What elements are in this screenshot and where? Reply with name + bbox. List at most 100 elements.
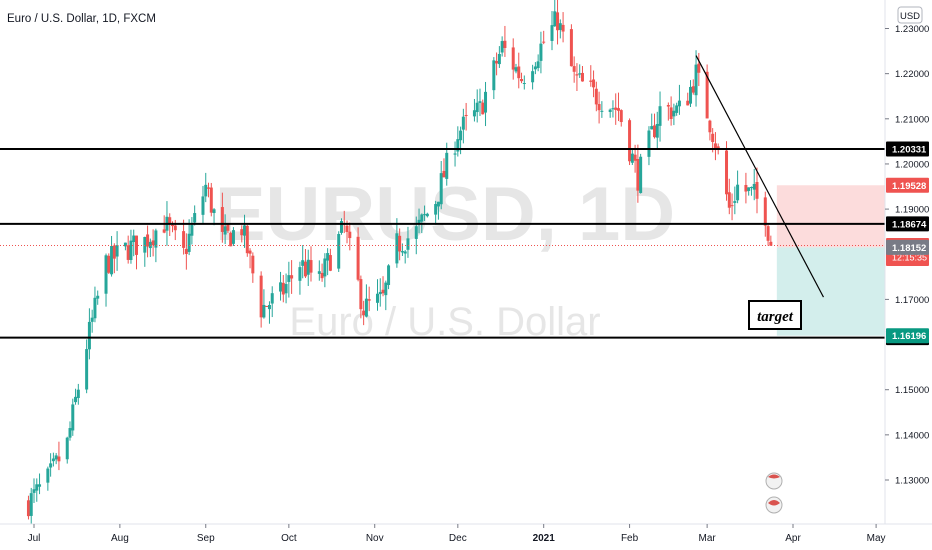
candle[interactable] [207, 182, 211, 198]
candle[interactable] [708, 119, 712, 141]
candle[interactable] [730, 193, 734, 221]
candle[interactable] [733, 186, 737, 215]
candle[interactable] [76, 383, 80, 405]
candle[interactable] [669, 96, 673, 126]
candle[interactable] [281, 275, 285, 303]
candle[interactable] [201, 185, 205, 224]
candle[interactable] [514, 63, 518, 74]
candle[interactable] [550, 11, 554, 51]
candle[interactable] [655, 111, 659, 149]
candle[interactable] [542, 30, 546, 45]
candle[interactable] [689, 80, 693, 107]
candle[interactable] [600, 101, 604, 118]
candle[interactable] [143, 236, 147, 267]
candle[interactable] [677, 84, 681, 115]
candle[interactable] [616, 92, 620, 122]
candle[interactable] [364, 284, 368, 318]
candle[interactable] [359, 275, 363, 319]
candle[interactable] [26, 495, 30, 520]
candle[interactable] [146, 225, 150, 258]
candle[interactable] [265, 305, 269, 308]
candle[interactable] [694, 50, 698, 107]
candle[interactable] [71, 398, 75, 436]
candle[interactable] [492, 57, 496, 100]
candle[interactable] [522, 75, 526, 90]
candle[interactable] [243, 214, 247, 248]
candle[interactable] [134, 235, 138, 270]
candle[interactable] [406, 226, 410, 258]
candle[interactable] [51, 452, 55, 467]
candle[interactable] [572, 56, 576, 83]
candle[interactable] [766, 224, 770, 246]
target-annotation[interactable]: target [748, 300, 802, 330]
candle[interactable] [686, 92, 690, 106]
candle[interactable] [303, 249, 307, 279]
candle[interactable] [184, 233, 188, 270]
candle[interactable] [481, 99, 485, 115]
candle[interactable] [229, 231, 233, 247]
candle[interactable] [298, 261, 302, 295]
candle[interactable] [503, 25, 507, 57]
candle[interactable] [442, 158, 446, 178]
candle[interactable] [68, 421, 72, 441]
candle[interactable] [367, 286, 371, 312]
candle[interactable] [650, 113, 654, 130]
candle[interactable] [348, 222, 352, 251]
candle[interactable] [126, 235, 130, 264]
candle[interactable] [187, 219, 191, 256]
candle[interactable] [248, 248, 252, 269]
stop-loss-zone[interactable] [776, 185, 885, 248]
candle[interactable] [287, 261, 291, 298]
candle[interactable] [511, 38, 515, 80]
candle[interactable] [536, 54, 540, 72]
candle[interactable] [317, 260, 321, 281]
candle[interactable] [417, 208, 421, 234]
candle[interactable] [636, 144, 640, 203]
candle[interactable] [608, 108, 612, 118]
candle[interactable] [129, 229, 133, 264]
candle[interactable] [497, 46, 501, 68]
candle[interactable] [306, 249, 310, 286]
candle[interactable] [436, 201, 440, 220]
candle[interactable] [220, 192, 224, 243]
candle[interactable] [500, 36, 504, 57]
candle[interactable] [90, 309, 94, 333]
candle[interactable] [697, 52, 701, 87]
candle[interactable] [434, 200, 438, 225]
candle[interactable] [713, 132, 717, 161]
candle[interactable] [240, 225, 244, 243]
candle[interactable] [589, 65, 593, 87]
candle[interactable] [107, 253, 111, 275]
candle[interactable] [112, 243, 116, 274]
candle[interactable] [251, 252, 255, 283]
candle[interactable] [85, 339, 89, 394]
candle[interactable] [461, 108, 465, 144]
candle[interactable] [403, 249, 407, 264]
candle[interactable] [301, 245, 305, 279]
candle[interactable] [630, 149, 634, 165]
candle[interactable] [425, 212, 429, 218]
currency-badge[interactable]: USD [897, 6, 923, 24]
candle[interactable] [384, 280, 388, 311]
candle[interactable] [93, 286, 97, 323]
candle[interactable] [619, 109, 623, 127]
time-axis[interactable] [0, 524, 932, 550]
candle[interactable] [594, 81, 598, 112]
candle[interactable] [212, 208, 216, 226]
candle[interactable] [569, 24, 573, 67]
candle[interactable] [398, 228, 402, 261]
candle[interactable] [580, 66, 584, 82]
candle[interactable] [362, 300, 366, 326]
candle[interactable] [49, 453, 53, 477]
candle[interactable] [378, 278, 382, 307]
candle[interactable] [323, 253, 327, 288]
candle[interactable] [691, 79, 695, 95]
candle[interactable] [453, 141, 457, 167]
candle[interactable] [575, 63, 579, 92]
candle[interactable] [472, 98, 476, 122]
candle[interactable] [752, 168, 756, 201]
candle[interactable] [284, 273, 288, 304]
candle[interactable] [459, 126, 463, 155]
candle[interactable] [531, 64, 535, 90]
